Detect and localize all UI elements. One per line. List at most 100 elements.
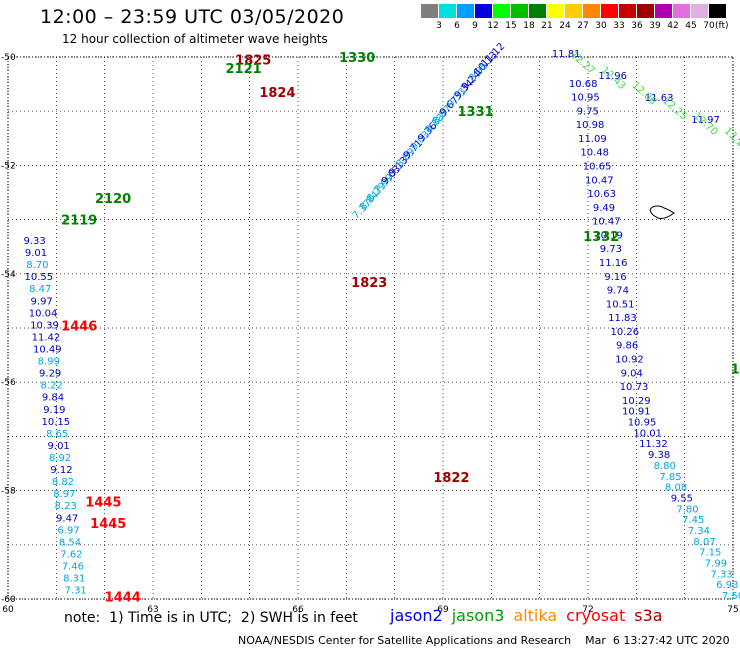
colorbar-label: 39 — [649, 21, 661, 31]
wave-height-value: 12.25 — [660, 95, 689, 122]
wave-height-value: 10.19 — [594, 230, 623, 241]
wave-height-value: 11.16 — [599, 258, 628, 269]
wave-height-value: 7.80 — [676, 504, 698, 515]
wave-height-value: 11.81 — [552, 49, 581, 60]
track-jason2: 7.378.848.297.999.039.138.899.719.039.36… — [351, 41, 508, 221]
pass-time-label: 1825 — [235, 54, 271, 69]
wave-height-value: 7.62 — [60, 549, 82, 560]
wave-height-value: 10.51 — [606, 299, 635, 310]
colorbar-label: 33 — [613, 21, 625, 31]
track-jason2: 10.9110.9510.0111.329.388.807.858.089.55… — [622, 407, 740, 602]
colorbar-swatch — [565, 4, 582, 18]
wave-height-value: 9.12 — [50, 465, 72, 476]
wave-height-value: 9.16 — [604, 272, 626, 283]
wave-height-value: 10.49 — [33, 344, 62, 355]
colorbar-label: 15 — [505, 21, 517, 31]
wave-height-value: 8.31 — [63, 574, 85, 585]
footer-note: note: 1) Time is in UTC; 2) SWH is in fe… — [64, 610, 358, 626]
wave-height-value: 8.47 — [29, 284, 51, 295]
wave-height-value: 8.70 — [26, 260, 48, 271]
wave-height-value: 11.09 — [578, 134, 607, 145]
x-tick-label: 72 — [582, 605, 593, 615]
pass-time-label: 1823 — [351, 276, 387, 291]
pass-time-label: 1445 — [85, 495, 121, 510]
wave-height-value: 10.01 — [633, 428, 662, 439]
wave-height-value: 10.15 — [42, 417, 71, 428]
map-subtitle: 12 hour collection of altimeter wave hei… — [62, 32, 328, 46]
track-jason2: 11.8111.9611.6311.9711.7411.9111.8711.42… — [552, 49, 740, 148]
colorbar-unit: (ft) — [715, 21, 729, 31]
wave-height-value: 6.93 — [716, 580, 738, 591]
wave-height-value: 10.26 — [610, 327, 639, 338]
wave-height-value: 10.92 — [615, 355, 644, 366]
wave-height-value: 9.84 — [42, 393, 64, 404]
wave-height-value: 10.91 — [622, 407, 651, 418]
wave-height-value: 11.63 — [645, 93, 674, 104]
wave-height-value: 9.19 — [43, 405, 65, 416]
x-tick-label: 60 — [2, 605, 14, 615]
wave-height-value: 10.95 — [571, 93, 600, 104]
colorbar-swatch — [655, 4, 672, 18]
wave-height-value: 9.04 — [621, 368, 643, 379]
wave-height-value: 7.33 — [710, 569, 732, 580]
colorbar-label: 12 — [487, 21, 499, 31]
y-tick-label: -56 — [1, 378, 16, 388]
wave-height-value: 10.73 — [620, 382, 649, 393]
pass-time-label: 2119 — [61, 214, 97, 229]
legend-jason3: jason3 — [451, 606, 505, 625]
x-tick-label: 75 — [727, 605, 738, 615]
wave-height-value: 7.31 — [65, 586, 87, 597]
colorbar-swatch — [583, 4, 600, 18]
pass-time-label: 1824 — [259, 86, 295, 101]
colorbar-swatch — [673, 4, 690, 18]
wave-height-value: 8.22 — [40, 381, 62, 392]
wave-height-value: 11.12 — [479, 41, 507, 69]
wave-height-value: 9.47 — [56, 513, 78, 524]
colorbar-swatch — [547, 4, 564, 18]
wave-height-value: 11.42 — [32, 332, 61, 343]
colorbar-swatch — [601, 4, 618, 18]
y-tick-label: -52 — [1, 161, 16, 171]
wave-height-value: 10.29 — [622, 396, 651, 407]
colorbar-swatch — [619, 4, 636, 18]
footer-credit: NOAA/NESDIS Center for Satellite Applica… — [238, 634, 730, 647]
pass-time-label: 1332 — [583, 230, 619, 245]
wave-height-value: 10.98 — [576, 120, 605, 131]
colorbar-swatch — [511, 4, 528, 18]
colorbar-label: 70 — [703, 21, 715, 31]
track-jason2: 9.339.018.7010.558.479.9710.0410.3911.42… — [23, 236, 86, 597]
colorbar-label: 21 — [541, 21, 553, 31]
wave-height-value: 10.63 — [587, 189, 616, 200]
colorbar-swatch — [457, 4, 474, 18]
wave-height-value: 7.15 — [699, 548, 721, 559]
wave-height-value: 10.68 — [569, 79, 598, 90]
wave-height-value: 9.55 — [671, 493, 693, 504]
wave-height-value: 9.74 — [607, 286, 629, 297]
wave-height-value: 11.83 — [608, 313, 637, 324]
pass-time-label: 1331 — [458, 105, 494, 120]
pass-time-label: 1330 — [339, 51, 375, 66]
wave-height-value: 8.07 — [693, 537, 715, 548]
colorbar-swatch — [421, 4, 438, 18]
colorbar-label: 36 — [631, 21, 643, 31]
pass-time-label: 1 — [731, 363, 740, 378]
colorbar-label: 42 — [667, 21, 679, 31]
x-tick-label: 69 — [437, 605, 449, 615]
wave-height-value: 8.99 — [38, 357, 60, 368]
wave-height-value: 8.23 — [55, 501, 77, 512]
legend-jason2: jason2 — [390, 606, 443, 625]
colorbar-swatch — [637, 4, 654, 18]
wave-height-value: 13.13 — [722, 126, 740, 153]
wave-height-value: 9.01 — [25, 248, 47, 259]
y-tick-label: -60 — [1, 595, 16, 605]
wave-height-value: 11.96 — [598, 71, 627, 82]
wave-height-value: 10.65 — [583, 162, 612, 173]
wave-height-value: 7.85 — [659, 472, 681, 483]
island-outline-icon — [649, 205, 675, 219]
wave-height-value: 9.73 — [600, 244, 622, 255]
wave-height-value: 8.82 — [52, 477, 74, 488]
pass-time-label: 2120 — [95, 192, 131, 207]
pass-time-label: 1445 — [90, 517, 126, 532]
